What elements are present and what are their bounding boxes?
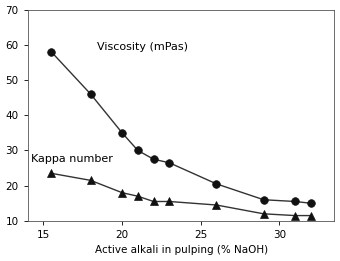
- Text: Kappa number: Kappa number: [31, 154, 113, 164]
- Text: Viscosity (mPas): Viscosity (mPas): [97, 41, 188, 51]
- X-axis label: Active alkali in pulping (% NaOH): Active alkali in pulping (% NaOH): [95, 245, 268, 256]
